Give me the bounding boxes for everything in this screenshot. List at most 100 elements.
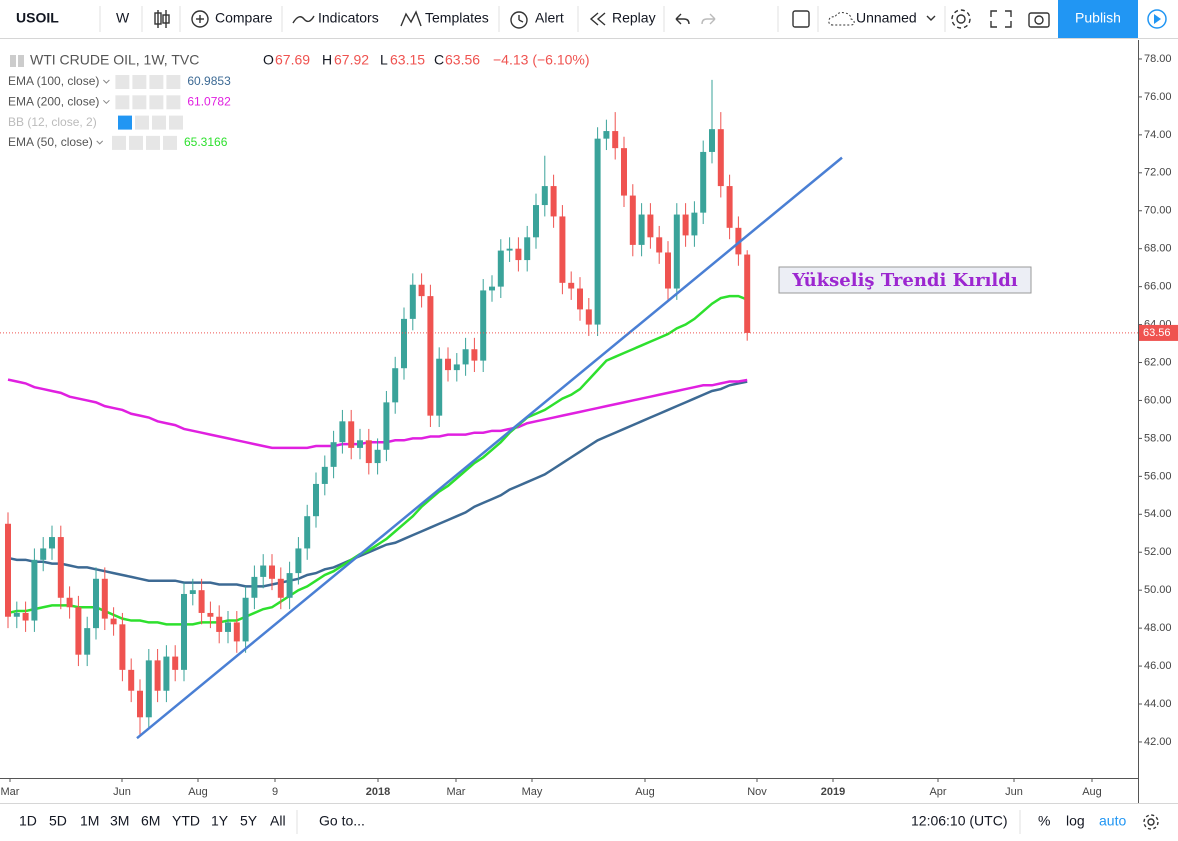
candle-body (673, 214, 680, 289)
layout-menu[interactable] (926, 15, 936, 21)
y-tick-label: 48.00 (1144, 622, 1172, 634)
indicator-button[interactable] (146, 135, 160, 150)
fullscreen-icon[interactable] (990, 10, 1012, 28)
indicator-button[interactable] (118, 115, 132, 130)
candle-body (57, 537, 64, 598)
candle-body (313, 483, 319, 517)
indicator-button[interactable] (149, 75, 164, 89)
y-tick-label: 78.00 (1144, 53, 1172, 65)
candle-body (304, 516, 311, 549)
range-button[interactable]: YTD (172, 813, 200, 829)
bottom-bar: Go to... 12:06:10 (UTC) % log auto 1D 5D 1… (19, 810, 1159, 834)
candle-body (427, 296, 434, 416)
publish[interactable]: Publish (1075, 10, 1121, 26)
range-button[interactable]: 1D (19, 813, 37, 829)
axis-settings[interactable] (1143, 814, 1159, 830)
candle-body (198, 590, 205, 613)
interval[interactable]: W (116, 10, 130, 26)
chart-type-icon[interactable] (154, 10, 170, 28)
indicator-button[interactable] (149, 95, 164, 110)
range-button[interactable]: 3M (110, 813, 129, 829)
snapshot-icon[interactable] (1028, 12, 1050, 28)
alert[interactable]: Alert (535, 10, 564, 26)
goto[interactable]: Go to... (319, 813, 365, 829)
candle-body (31, 559, 38, 621)
indicator-button[interactable] (115, 95, 130, 110)
candle-body (550, 186, 557, 217)
annotation-box[interactable] (778, 266, 1032, 294)
candle-body (541, 186, 548, 206)
candle-body (409, 284, 416, 319)
layout-icon[interactable] (792, 10, 810, 28)
candle-body (506, 248, 513, 251)
compare[interactable]: Compare (215, 10, 273, 26)
templates-icon[interactable] (400, 10, 422, 27)
candle-body (181, 593, 187, 670)
indicator-button[interactable] (163, 135, 177, 150)
indicators-icon[interactable] (292, 15, 315, 24)
indicator-value: 60.9853 (187, 74, 231, 88)
candle-body (682, 214, 689, 236)
indicator-button[interactable] (112, 135, 126, 150)
range-button[interactable]: 1Y (211, 813, 229, 829)
settings-icon[interactable] (951, 9, 971, 29)
candle-body (216, 616, 223, 632)
indicator-button[interactable] (129, 135, 143, 150)
candle-body (330, 442, 337, 467)
indicator-button[interactable] (166, 95, 181, 110)
auto-toggle[interactable]: auto (1099, 813, 1126, 829)
legend-high: 67.92 (334, 52, 369, 68)
compare-icon[interactable] (191, 10, 209, 28)
candle-body (489, 286, 495, 291)
candle-body (726, 186, 733, 228)
undo-icon[interactable] (675, 13, 690, 25)
candle-body (612, 131, 619, 149)
publish-button[interactable] (1058, 0, 1138, 38)
y-tick-label: 44.00 (1144, 698, 1172, 710)
y-tick-label: 74.00 (1144, 129, 1172, 141)
indicator-menu[interactable] (96, 140, 104, 145)
indicator-button[interactable] (115, 75, 130, 89)
indicator-button[interactable] (135, 115, 149, 130)
indicator-menu[interactable] (103, 99, 110, 105)
play-button[interactable] (1147, 9, 1167, 29)
indicator-button[interactable] (166, 75, 181, 89)
indicator-name[interactable]: EMA (100, close) (8, 74, 99, 88)
x-tick-label: Nov (747, 786, 767, 798)
range-button[interactable]: 5Y (240, 813, 258, 829)
replay[interactable]: Replay (612, 10, 656, 26)
indicators[interactable]: Indicators (318, 10, 379, 26)
candle-body (568, 282, 575, 289)
symbol[interactable]: USOIL (16, 10, 59, 26)
candle-body (374, 449, 381, 464)
trendline[interactable] (136, 156, 843, 740)
indicator-button[interactable] (169, 115, 183, 130)
range-button[interactable]: 5D (49, 813, 67, 829)
x-tick-label: Mar (447, 786, 466, 798)
candle-body (365, 440, 372, 464)
candle-body (321, 466, 328, 484)
indicator-name[interactable]: EMA (200, close) (8, 94, 99, 108)
candle-body (172, 656, 179, 670)
layout-name[interactable]: Unnamed (856, 10, 917, 26)
candle-body (110, 618, 117, 625)
templates[interactable]: Templates (425, 10, 489, 26)
annotation[interactable]: Yükseliş Trendi Kırıldı (791, 270, 1018, 291)
replay-icon[interactable] (589, 12, 606, 26)
y-tick-label: 58.00 (1144, 432, 1172, 444)
indicator-name[interactable]: BB (12, close, 2) (8, 115, 97, 129)
range-button[interactable]: 6M (141, 813, 160, 829)
indicator-button[interactable] (132, 95, 147, 110)
indicator-button[interactable] (132, 75, 147, 89)
redo-icon[interactable] (701, 13, 716, 25)
log-toggle[interactable]: log (1066, 813, 1085, 829)
alert-icon[interactable] (510, 11, 528, 29)
indicator-menu[interactable] (103, 79, 110, 84)
range-button[interactable]: All (270, 813, 286, 829)
indicator-button[interactable] (152, 115, 166, 130)
range-button[interactable]: 1M (80, 813, 99, 829)
candle-body (647, 214, 654, 238)
percent-toggle[interactable]: % (1038, 813, 1050, 829)
indicator-name[interactable]: EMA (50, close) (8, 135, 93, 149)
